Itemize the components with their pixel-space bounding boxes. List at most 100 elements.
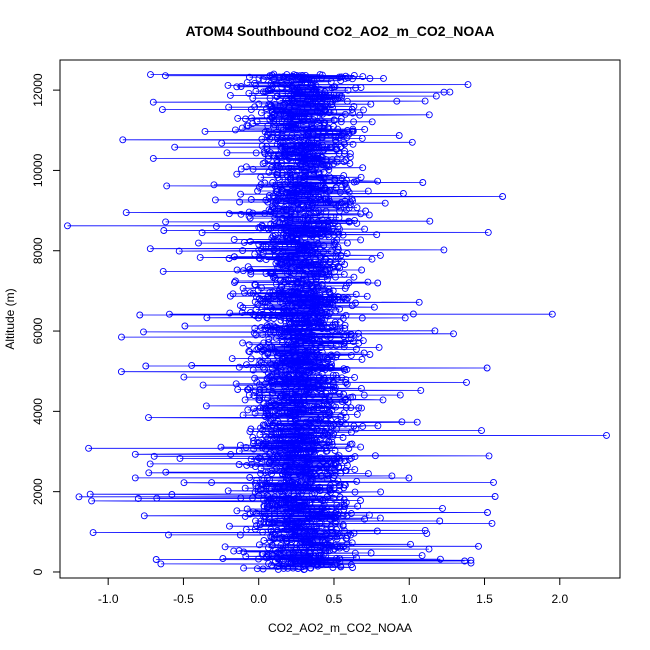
data-point bbox=[285, 196, 293, 204]
data-point bbox=[347, 330, 355, 338]
data-point bbox=[267, 224, 275, 232]
data-point bbox=[272, 334, 280, 342]
data-point bbox=[247, 425, 255, 433]
data-point bbox=[287, 77, 295, 85]
data-point bbox=[252, 149, 260, 157]
data-point bbox=[251, 374, 259, 382]
data-point bbox=[256, 357, 264, 365]
data-point bbox=[308, 165, 316, 173]
data-point bbox=[313, 275, 320, 283]
data-point bbox=[321, 496, 329, 504]
data-point bbox=[266, 373, 274, 381]
data-point bbox=[348, 539, 356, 547]
data-point bbox=[362, 207, 370, 215]
data-point bbox=[308, 122, 316, 130]
data-point bbox=[296, 371, 304, 379]
data-point bbox=[312, 207, 320, 215]
data-point bbox=[273, 360, 281, 368]
data-point bbox=[346, 153, 354, 161]
data-point bbox=[259, 421, 267, 429]
data-point bbox=[431, 327, 439, 335]
x-tick-label: -0.5 bbox=[173, 592, 194, 606]
data-point bbox=[388, 472, 396, 480]
data-point bbox=[344, 86, 352, 94]
data-point bbox=[333, 351, 341, 359]
data-point bbox=[299, 151, 307, 159]
data-point bbox=[417, 386, 425, 394]
data-point bbox=[210, 181, 218, 189]
data-point bbox=[346, 393, 354, 401]
data-point bbox=[251, 250, 259, 258]
data-point bbox=[265, 374, 273, 381]
data-point bbox=[277, 329, 285, 337]
data-point bbox=[294, 382, 301, 390]
data-point bbox=[300, 406, 308, 413]
data-point bbox=[317, 117, 324, 125]
data-point bbox=[163, 182, 171, 190]
data-point bbox=[307, 429, 315, 437]
data-point bbox=[322, 444, 329, 452]
data-point bbox=[317, 307, 325, 315]
data-point bbox=[271, 484, 279, 492]
data-point bbox=[464, 81, 472, 89]
data-point bbox=[287, 173, 295, 181]
data-point bbox=[436, 555, 444, 563]
data-point bbox=[436, 517, 444, 525]
data-point bbox=[342, 376, 350, 384]
data-point bbox=[299, 275, 307, 283]
data-point bbox=[308, 508, 316, 516]
data-point bbox=[313, 236, 321, 244]
data-point bbox=[277, 226, 285, 234]
data-point bbox=[329, 301, 337, 309]
data-point bbox=[308, 445, 316, 453]
data-point bbox=[347, 428, 355, 436]
data-point bbox=[330, 116, 338, 124]
data-point bbox=[270, 124, 278, 132]
data-point bbox=[180, 479, 188, 487]
data-point bbox=[484, 228, 492, 236]
data-point bbox=[302, 109, 310, 117]
data-point bbox=[140, 512, 148, 520]
data-point bbox=[270, 76, 278, 83]
data-point bbox=[463, 378, 470, 386]
data-point bbox=[319, 360, 327, 368]
data-point bbox=[264, 315, 272, 322]
data-point bbox=[289, 289, 297, 297]
data-point bbox=[302, 126, 310, 134]
data-point bbox=[286, 169, 294, 177]
data-point bbox=[239, 339, 247, 347]
data-point bbox=[242, 163, 250, 171]
data-point bbox=[290, 334, 298, 342]
data-point bbox=[247, 455, 255, 463]
data-point bbox=[278, 259, 286, 267]
data-point bbox=[261, 512, 269, 520]
data-point bbox=[304, 512, 312, 520]
data-point bbox=[274, 418, 282, 426]
data-point bbox=[323, 520, 331, 528]
x-tick-label: 1.0 bbox=[401, 592, 418, 606]
data-point bbox=[280, 374, 288, 382]
data-point bbox=[326, 143, 334, 151]
data-point bbox=[245, 89, 253, 97]
data-point bbox=[375, 343, 383, 351]
data-point bbox=[324, 408, 332, 416]
data-point bbox=[318, 160, 326, 168]
data-point bbox=[254, 187, 262, 195]
data-point bbox=[260, 476, 268, 484]
data-point bbox=[276, 181, 284, 189]
data-point bbox=[317, 253, 325, 261]
data-point bbox=[181, 322, 189, 330]
data-point bbox=[303, 112, 311, 120]
data-point bbox=[342, 183, 350, 191]
data-point bbox=[276, 277, 284, 285]
data-point bbox=[261, 453, 269, 461]
data-point bbox=[326, 173, 334, 181]
data-point bbox=[247, 270, 255, 278]
data-point bbox=[236, 531, 244, 539]
data-point bbox=[279, 544, 287, 552]
data-point bbox=[199, 381, 207, 389]
data-point bbox=[175, 247, 183, 255]
data-point bbox=[89, 529, 97, 537]
data-point bbox=[280, 203, 288, 211]
data-point bbox=[286, 407, 294, 415]
